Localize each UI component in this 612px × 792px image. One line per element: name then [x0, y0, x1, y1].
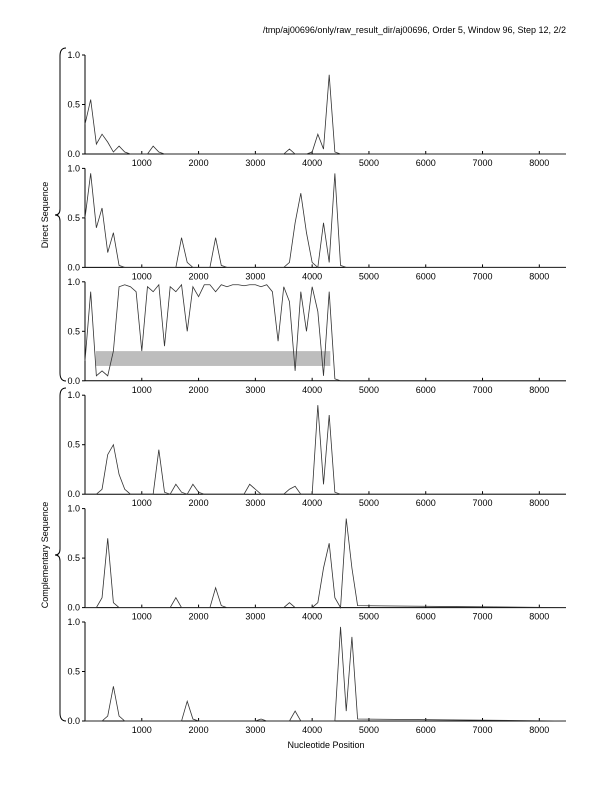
- x-tick-label: 3000: [245, 725, 265, 735]
- x-tick-label: 8000: [529, 612, 549, 622]
- y-tick-label: 0.0: [67, 716, 80, 726]
- y-tick-label: 1.0: [67, 163, 80, 173]
- x-tick-label: 7000: [473, 158, 493, 168]
- y-tick-label: 0.5: [67, 213, 80, 223]
- y-tick-label: 0.5: [67, 553, 80, 563]
- y-tick-label: 1.0: [67, 504, 80, 514]
- x-tick-label: 1000: [132, 498, 152, 508]
- x-tick-label: 4000: [302, 271, 322, 281]
- x-tick-label: 6000: [416, 725, 436, 735]
- x-tick-label: 3000: [245, 271, 265, 281]
- x-tick-label: 6000: [416, 271, 436, 281]
- x-tick-label: 2000: [189, 271, 209, 281]
- x-tick-label: 2000: [189, 612, 209, 622]
- x-tick-label: 6000: [416, 385, 436, 395]
- x-tick-label: 6000: [416, 158, 436, 168]
- x-tick-label: 8000: [529, 385, 549, 395]
- x-tick-label: 3000: [245, 385, 265, 395]
- brace: [54, 47, 67, 382]
- brace: [54, 387, 67, 722]
- y-tick-label: 0.0: [67, 376, 80, 386]
- series-line: [85, 518, 567, 609]
- highlight-band: [95, 351, 331, 366]
- x-tick-label: 1000: [132, 612, 152, 622]
- y-group-label: Direct Sequence: [40, 182, 50, 249]
- x-tick-label: 3000: [245, 612, 265, 622]
- y-tick-label: 1.0: [67, 277, 80, 287]
- x-tick-label: 4000: [302, 725, 322, 735]
- series-line: [84, 74, 566, 155]
- y-tick-label: 0.0: [67, 489, 80, 499]
- x-tick-label: 1000: [132, 725, 152, 735]
- x-tick-label: 7000: [473, 385, 493, 395]
- x-tick-label: 5000: [359, 271, 379, 281]
- series-line: [84, 283, 566, 382]
- x-tick-label: 2000: [189, 725, 209, 735]
- y-tick-label: 0.0: [67, 603, 80, 613]
- series-line: [84, 173, 566, 269]
- y-tick-label: 0.0: [67, 149, 80, 159]
- x-tick-label: 5000: [359, 725, 379, 735]
- series-line: [85, 405, 566, 495]
- y-tick-label: 0.5: [67, 326, 80, 336]
- x-tick-label: 2000: [189, 498, 209, 508]
- chart-title: /tmp/aj00696/only/raw_result_dir/aj00696…: [263, 25, 566, 35]
- y-tick-label: 0.5: [67, 100, 80, 110]
- x-tick-label: 7000: [473, 271, 493, 281]
- series-line: [85, 626, 567, 722]
- x-tick-label: 5000: [359, 498, 379, 508]
- x-tick-label: 5000: [359, 385, 379, 395]
- x-tick-label: 4000: [302, 612, 322, 622]
- x-tick-label: 2000: [189, 158, 209, 168]
- x-tick-label: 5000: [359, 158, 379, 168]
- x-tick-label: 8000: [529, 271, 549, 281]
- x-axis-label: Nucleotide Position: [287, 740, 364, 750]
- x-tick-label: 5000: [359, 612, 379, 622]
- x-tick-label: 4000: [302, 385, 322, 395]
- x-tick-label: 8000: [529, 158, 549, 168]
- x-tick-label: 2000: [189, 385, 209, 395]
- x-tick-label: 7000: [473, 612, 493, 622]
- x-tick-label: 1000: [132, 385, 152, 395]
- x-tick-label: 3000: [245, 158, 265, 168]
- y-tick-label: 0.5: [67, 667, 80, 677]
- x-tick-label: 7000: [473, 725, 493, 735]
- x-tick-label: 1000: [132, 158, 152, 168]
- y-group-label: Complementary Sequence: [40, 502, 50, 609]
- x-tick-label: 6000: [416, 612, 436, 622]
- x-tick-label: 3000: [245, 498, 265, 508]
- y-tick-label: 1.0: [67, 390, 80, 400]
- x-tick-label: 8000: [529, 498, 549, 508]
- y-tick-label: 0.0: [67, 262, 80, 272]
- x-tick-label: 1000: [132, 271, 152, 281]
- y-tick-label: 1.0: [67, 617, 80, 627]
- x-tick-label: 8000: [529, 725, 549, 735]
- y-tick-label: 1.0: [67, 50, 80, 60]
- x-tick-label: 4000: [302, 498, 322, 508]
- x-tick-label: 4000: [302, 158, 322, 168]
- x-tick-label: 6000: [416, 498, 436, 508]
- y-tick-label: 0.5: [67, 440, 80, 450]
- x-tick-label: 7000: [473, 498, 493, 508]
